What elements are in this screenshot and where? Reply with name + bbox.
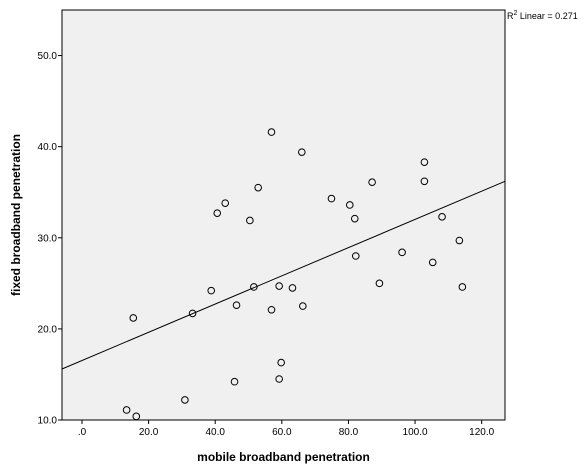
- data-point: [298, 148, 306, 156]
- data-point: [213, 209, 222, 217]
- x-tick-label: 20.0: [139, 427, 159, 438]
- data-point: [277, 358, 285, 367]
- data-point: [246, 216, 254, 225]
- data-point: [368, 178, 376, 186]
- data-point: [458, 283, 467, 291]
- data-point: [438, 213, 446, 221]
- data-point: [132, 412, 141, 421]
- data-point: [299, 302, 307, 310]
- x-tick-label: 120.0: [469, 427, 494, 438]
- x-tick-label: 80.0: [339, 427, 359, 438]
- data-point: [420, 177, 429, 186]
- data-point: [350, 214, 359, 223]
- data-point: [420, 158, 429, 166]
- data-point: [351, 252, 360, 260]
- data-point: [188, 309, 197, 318]
- data-point: [181, 396, 189, 404]
- data-point: [398, 248, 406, 257]
- data-point: [221, 199, 230, 207]
- data-point: [122, 406, 131, 414]
- x-tick-label: 60.0: [272, 427, 292, 438]
- y-tick-label: 20.0: [38, 324, 58, 335]
- x-axis-title: mobile broadband penetration: [197, 450, 370, 464]
- r2-linear-label: R2 Linear = 0.271: [507, 10, 578, 21]
- x-tick-label: 100.0: [403, 427, 428, 438]
- data-point: [345, 201, 354, 209]
- y-tick-label: 50.0: [38, 51, 58, 62]
- data-point: [275, 375, 283, 383]
- data-point: [250, 283, 258, 291]
- data-point: [275, 282, 283, 290]
- y-tick-label: 40.0: [38, 142, 58, 153]
- plot-area: [61, 9, 506, 421]
- x-tick-label: .0: [78, 427, 87, 438]
- x-tick-label: 40.0: [205, 427, 225, 438]
- y-tick-label: 10.0: [38, 416, 58, 427]
- data-point: [230, 377, 239, 386]
- data-point: [267, 305, 276, 314]
- data-point: [455, 236, 464, 245]
- data-point: [375, 279, 384, 288]
- data-point: [428, 258, 437, 267]
- y-tick-label: 30.0: [38, 233, 58, 244]
- data-point: [267, 128, 276, 136]
- linear-fit-line: [61, 180, 506, 370]
- data-point: [288, 284, 297, 292]
- data-point: [207, 286, 216, 295]
- data-point: [232, 301, 241, 310]
- data-point: [327, 194, 336, 203]
- data-point: [129, 314, 138, 322]
- y-axis-title: fixed broadband penetration: [9, 134, 23, 296]
- data-point: [254, 183, 262, 192]
